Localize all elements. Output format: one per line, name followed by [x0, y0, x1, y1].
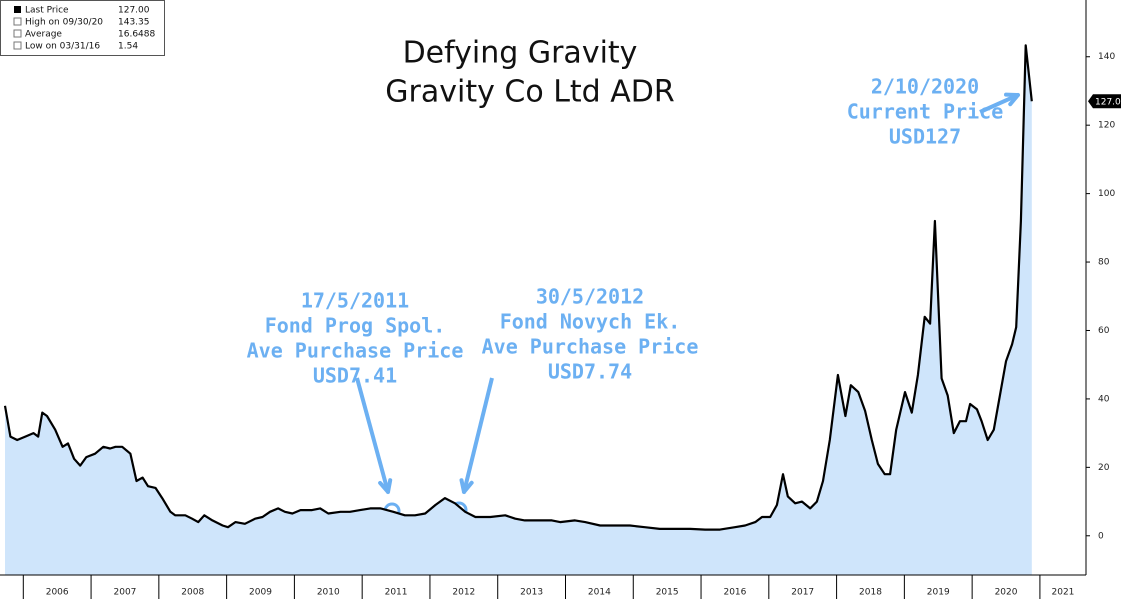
y-tick-label: 20 [1098, 463, 1110, 473]
y-tick-label: 120 [1098, 121, 1115, 131]
x-tick-label: 2014 [588, 588, 611, 598]
y-tick-label: 80 [1098, 258, 1110, 268]
x-tick-label: 2021 [1052, 588, 1075, 598]
price-line [3, 44, 1033, 531]
x-tick-label: 2008 [181, 588, 204, 598]
legend-value: 16.6488 [118, 30, 155, 40]
x-tick-label: 2012 [452, 588, 475, 598]
annotation-text: Current Price [847, 100, 1004, 124]
x-tick-label: 2009 [249, 588, 272, 598]
annotation-text: USD7.74 [548, 360, 632, 384]
y-tick-label: 60 [1098, 326, 1110, 336]
annotation-text: 2/10/2020 [871, 75, 979, 99]
x-tick-label: 2013 [520, 588, 543, 598]
annotation-text: Ave Purchase Price [247, 339, 464, 363]
legend-name: Low on 03/31/16 [25, 42, 100, 52]
legend-icon [14, 6, 21, 13]
annotation-arrow [462, 377, 494, 493]
legend-value: 1.54 [118, 42, 138, 52]
legend-name: Last Price [25, 6, 69, 16]
y-tick-label: 0 [1098, 531, 1104, 541]
last-price-tag [1088, 94, 1121, 109]
annotation-text: Ave Purchase Price [482, 335, 699, 359]
chart-subtitle: Gravity Co Ltd ADR [385, 75, 674, 110]
annotation-text: Fond Prog Spol. [265, 314, 446, 338]
legend-value: 143.35 [118, 18, 150, 28]
chart-title: Defying Gravity [403, 36, 638, 71]
legend-icon [13, 41, 22, 50]
x-tick-label: 2019 [927, 588, 950, 598]
y-tick-label: 40 [1098, 394, 1110, 404]
y-tick-label: 100 [1098, 189, 1115, 199]
x-tick-label: 2018 [859, 588, 882, 598]
x-tick-label: 2020 [995, 588, 1018, 598]
x-tick-label: 2007 [114, 588, 137, 598]
x-tick-label: 2011 [385, 588, 408, 598]
y-tick-label: 140 [1098, 52, 1115, 62]
legend-name: High on 09/30/20 [25, 18, 103, 28]
annotation-text: USD7.41 [313, 364, 397, 388]
annotation-text: Fond Novych Ek. [500, 310, 681, 334]
legend-icon [13, 17, 22, 26]
annotation-text: 17/5/2011 [301, 289, 409, 313]
legend-box [0, 0, 165, 56]
x-tick-label: 2015 [656, 588, 679, 598]
area [5, 45, 1032, 576]
x-tick-label: 2016 [723, 588, 746, 598]
annotation-arrow [355, 377, 390, 493]
legend-value: 127.00 [118, 6, 150, 16]
last-price-label: 127.00 [1095, 98, 1121, 108]
legend-name: Average [25, 30, 62, 40]
x-tick-label: 2006 [46, 588, 69, 598]
annotation-text: 30/5/2012 [536, 285, 644, 309]
legend-icon [13, 29, 22, 38]
annotation-arrow [979, 93, 1019, 114]
x-tick-label: 2017 [791, 588, 814, 598]
annotation-text: USD127 [889, 125, 961, 149]
x-tick-label: 2010 [317, 588, 340, 598]
